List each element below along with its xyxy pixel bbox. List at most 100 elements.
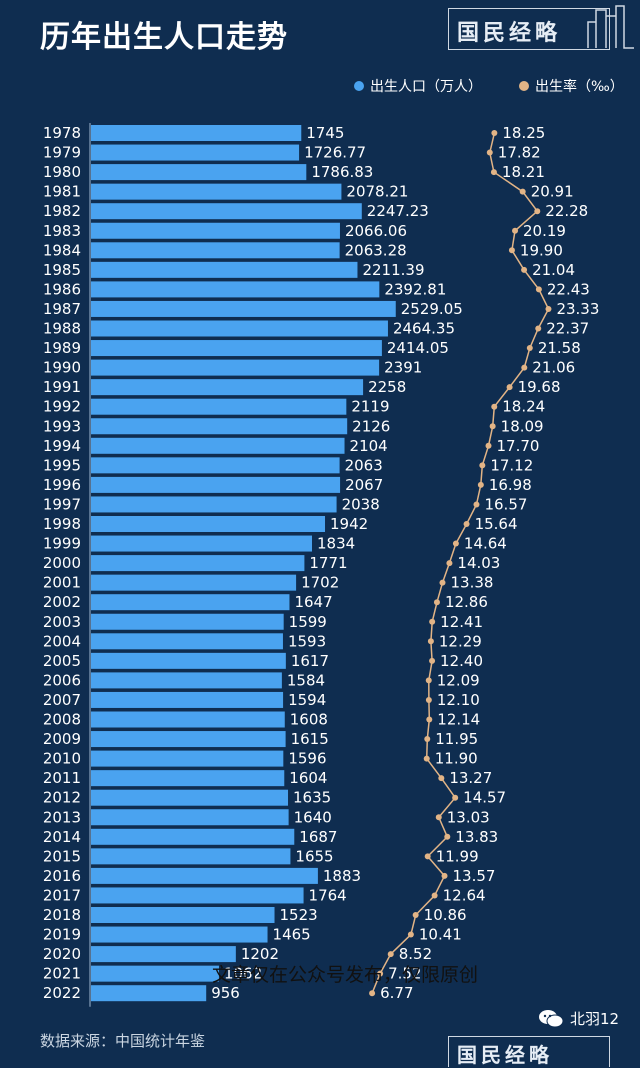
birth-value-label: 1604 xyxy=(289,769,327,787)
legend-births-label: 出生人口（万人） xyxy=(370,79,482,95)
brand-logo: 国民经略 xyxy=(448,8,610,50)
rate-point xyxy=(435,814,442,821)
birth-bar xyxy=(91,340,382,357)
rate-point xyxy=(424,853,431,860)
birth-bar xyxy=(91,535,312,552)
rate-point xyxy=(485,442,492,449)
birth-bar xyxy=(91,144,300,161)
birth-bar xyxy=(91,476,341,493)
birth-value-label: 2391 xyxy=(384,359,422,377)
rate-value-label: 16.57 xyxy=(484,495,527,513)
wechat-account: 北羽12 xyxy=(538,1008,619,1029)
birth-value-label: 1593 xyxy=(288,632,326,650)
rate-point xyxy=(473,501,480,508)
year-tick-label: 1979 xyxy=(43,144,81,162)
birth-bar xyxy=(91,789,289,806)
year-tick-label: 1991 xyxy=(43,378,81,396)
rate-point xyxy=(431,892,438,899)
rate-point xyxy=(479,462,486,469)
year-tick-label: 2004 xyxy=(43,632,81,650)
rate-value-label: 17.70 xyxy=(497,437,540,455)
birth-bar xyxy=(91,242,340,259)
birth-value-label: 1687 xyxy=(299,828,337,846)
birth-value-label: 2119 xyxy=(351,398,389,416)
rate-value-label: 23.33 xyxy=(556,300,599,318)
birth-bar xyxy=(91,633,283,650)
birth-bar xyxy=(91,867,318,884)
year-tick-label: 2013 xyxy=(43,808,81,826)
year-tick-label: 2020 xyxy=(43,945,81,963)
birth-bar xyxy=(91,965,219,982)
rate-point xyxy=(491,403,498,410)
birth-value-label: 1202 xyxy=(241,945,279,963)
birth-bar xyxy=(91,300,396,317)
rate-point xyxy=(489,423,496,430)
birth-value-label: 1617 xyxy=(291,652,329,670)
rate-value-label: 12.29 xyxy=(439,632,482,650)
rate-value-label: 11.90 xyxy=(435,750,478,768)
rate-point xyxy=(452,794,459,801)
birth-bar xyxy=(91,985,207,1002)
birth-value-label: 2078.21 xyxy=(346,183,408,201)
birth-value-label: 2211.39 xyxy=(362,261,424,279)
birth-bar xyxy=(91,457,340,474)
birth-bar xyxy=(91,574,297,591)
rate-value-label: 18.21 xyxy=(502,163,545,181)
rate-point xyxy=(535,286,542,293)
birth-bar xyxy=(91,398,347,415)
brand-text: 国民经略 xyxy=(457,20,562,46)
rate-value-label: 22.28 xyxy=(545,202,588,220)
birth-bar xyxy=(91,516,326,532)
rate-value-label: 8.52 xyxy=(399,945,432,963)
rate-point xyxy=(545,305,552,312)
birth-bar xyxy=(91,125,302,141)
rate-point xyxy=(490,169,497,176)
rate-value-label: 11.99 xyxy=(436,847,479,865)
rate-point xyxy=(429,618,436,625)
rate-point xyxy=(521,364,528,371)
rate-point xyxy=(425,696,432,703)
year-tick-label: 1986 xyxy=(43,280,81,298)
year-tick-label: 1994 xyxy=(43,437,81,455)
rate-value-label: 6.77 xyxy=(380,984,413,1002)
rate-value-label: 12.41 xyxy=(440,613,483,631)
rate-point xyxy=(438,775,445,782)
birth-bar xyxy=(91,320,388,337)
rate-point xyxy=(452,540,459,547)
rate-point xyxy=(423,755,430,762)
rate-point xyxy=(369,990,376,997)
birth-bar xyxy=(91,848,291,865)
birth-value-label: 1615 xyxy=(291,730,329,748)
birth-value-label: 2063 xyxy=(345,456,383,474)
legend-rate-label: 出生率（‰） xyxy=(535,79,624,95)
birth-value-label: 1635 xyxy=(293,789,331,807)
rate-value-label: 13.27 xyxy=(449,769,492,787)
birth-bar xyxy=(91,594,290,611)
birth-bar xyxy=(91,418,348,435)
rate-point xyxy=(429,657,436,664)
rate-point xyxy=(441,872,448,879)
rate-value-label: 12.86 xyxy=(445,593,488,611)
birth-bar xyxy=(91,652,286,669)
rate-value-label: 7.52 xyxy=(388,965,421,983)
rate-point xyxy=(425,677,432,684)
rate-point xyxy=(521,266,528,273)
rate-value-label: 17.82 xyxy=(498,144,541,162)
year-tick-label: 1999 xyxy=(43,535,81,553)
birth-bar xyxy=(91,281,380,298)
year-tick-label: 1990 xyxy=(43,359,81,377)
birth-value-label: 1523 xyxy=(280,906,318,924)
birth-value-label: 1647 xyxy=(294,593,332,611)
rate-value-label: 12.14 xyxy=(437,711,480,729)
year-tick-label: 2000 xyxy=(43,554,81,572)
legend-births-marker xyxy=(354,81,364,91)
year-tick-label: 1980 xyxy=(43,163,81,181)
year-tick-label: 1987 xyxy=(43,300,81,318)
chart-title: 历年出生人口走势 xyxy=(40,20,288,55)
birth-value-label: 1599 xyxy=(289,613,327,631)
rate-point xyxy=(433,599,440,606)
birth-value-label: 1786.83 xyxy=(311,163,373,181)
birth-value-label: 2066.06 xyxy=(345,222,407,240)
year-tick-label: 2012 xyxy=(43,789,81,807)
year-tick-label: 2017 xyxy=(43,886,81,904)
